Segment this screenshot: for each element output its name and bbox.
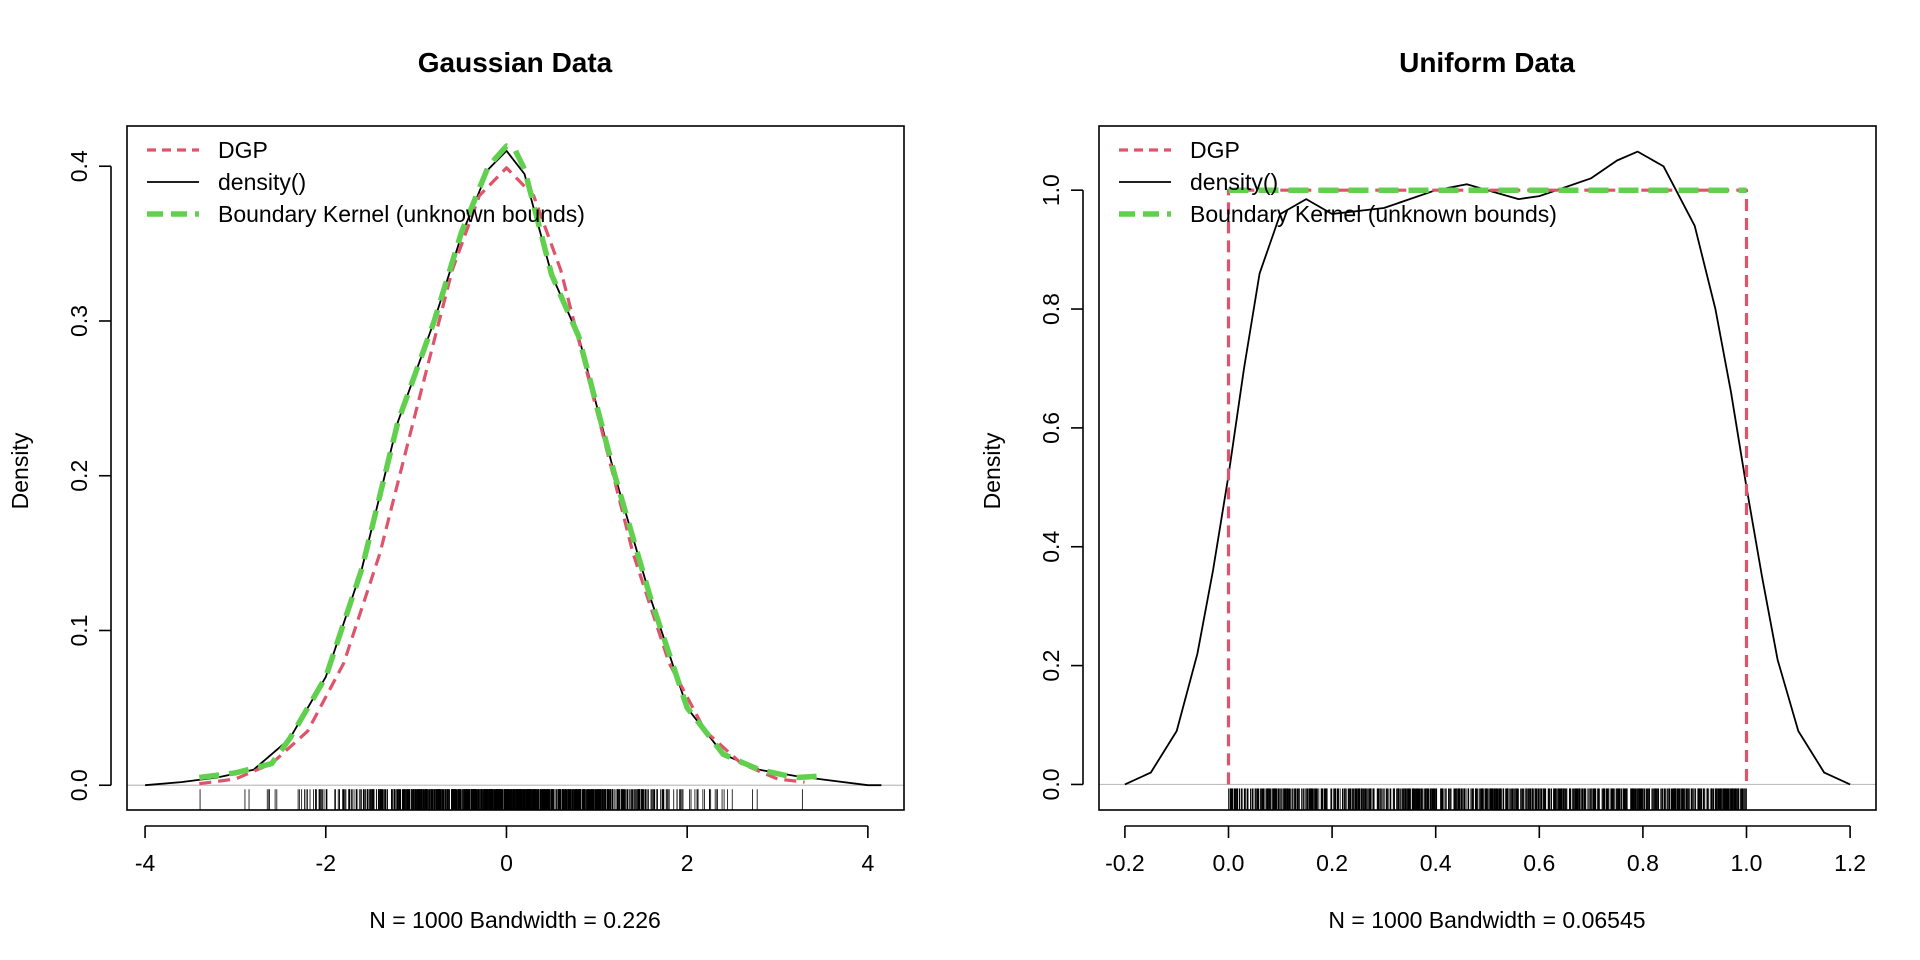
legend-label-dgp: DGP <box>218 137 268 163</box>
x-tick-label: 0 <box>500 850 513 876</box>
uniform-legend: DGP density() Boundary Kernel (unknown b… <box>1119 137 1557 227</box>
y-tick-label: 0.3 <box>66 305 92 337</box>
y-tick-label: 0.6 <box>1038 412 1064 444</box>
series-density <box>1124 150 1851 786</box>
x-tick-label: 4 <box>861 850 874 876</box>
uniform-y-axis: 0.0 0.2 0.4 0.6 0.8 1.0 <box>1038 174 1084 800</box>
x-tick-label: 0.6 <box>1523 850 1555 876</box>
gaussian-y-axis: 0.0 0.1 0.2 0.3 0.4 <box>66 150 112 801</box>
legend-label-dgp: DGP <box>1190 137 1240 163</box>
x-tick-label: -0.2 <box>1105 850 1145 876</box>
x-tick-label: 0.4 <box>1420 850 1452 876</box>
uniform-x-axis: -0.2 0.0 0.2 0.4 0.6 0.8 1.0 1.2 <box>1105 825 1866 876</box>
legend-label-density: density() <box>218 169 306 195</box>
y-tick-label: 0.2 <box>1038 650 1064 682</box>
legend-label-boundary: Boundary Kernel (unknown bounds) <box>1190 201 1557 227</box>
uniform-rug <box>1228 788 1747 810</box>
gaussian-rug <box>199 789 803 810</box>
gaussian-series <box>145 143 882 787</box>
gaussian-x-axis: -4 -2 0 2 4 <box>135 825 874 876</box>
gaussian-legend: DGP density() Boundary Kernel (unknown b… <box>147 137 585 227</box>
x-tick-label: -4 <box>135 850 156 876</box>
gaussian-panel: Gaussian Data N = 1000 Bandwidth = 0.226… <box>7 47 905 933</box>
gaussian-title: Gaussian Data <box>418 47 613 78</box>
x-tick-label: -2 <box>316 850 336 876</box>
y-tick-label: 0.2 <box>66 460 92 492</box>
x-tick-label: 2 <box>681 850 694 876</box>
legend-label-density: density() <box>1190 169 1278 195</box>
uniform-title: Uniform Data <box>1399 47 1575 78</box>
uniform-panel: Uniform Data N = 1000 Bandwidth = 0.0654… <box>979 47 1877 933</box>
x-tick-label: 0.0 <box>1213 850 1245 876</box>
y-tick-label: 1.0 <box>1038 174 1064 206</box>
series-boundary <box>198 143 823 781</box>
series-density <box>145 149 882 787</box>
y-tick-label: 0.1 <box>66 614 92 646</box>
y-tick-label: 0.0 <box>66 769 92 801</box>
x-tick-label: 1.0 <box>1731 850 1763 876</box>
uniform-series <box>1124 150 1851 786</box>
gaussian-plot-frame <box>126 125 905 811</box>
legend-label-boundary: Boundary Kernel (unknown bounds) <box>218 201 585 227</box>
x-tick-label: 0.2 <box>1316 850 1348 876</box>
series-dgp <box>199 166 805 786</box>
y-tick-label: 0.4 <box>1038 531 1064 563</box>
gaussian-ylabel: Density <box>7 432 33 509</box>
y-tick-label: 0.4 <box>66 150 92 182</box>
y-tick-label: 0.0 <box>1038 768 1064 800</box>
x-tick-label: 1.2 <box>1834 850 1866 876</box>
uniform-ylabel: Density <box>979 432 1005 509</box>
gaussian-xlabel: N = 1000 Bandwidth = 0.226 <box>369 907 661 933</box>
uniform-plot-frame <box>1098 125 1877 811</box>
y-tick-label: 0.8 <box>1038 293 1064 325</box>
series-dgp <box>1226 188 1749 785</box>
x-tick-label: 0.8 <box>1627 850 1659 876</box>
uniform-xlabel: N = 1000 Bandwidth = 0.06545 <box>1328 907 1645 933</box>
